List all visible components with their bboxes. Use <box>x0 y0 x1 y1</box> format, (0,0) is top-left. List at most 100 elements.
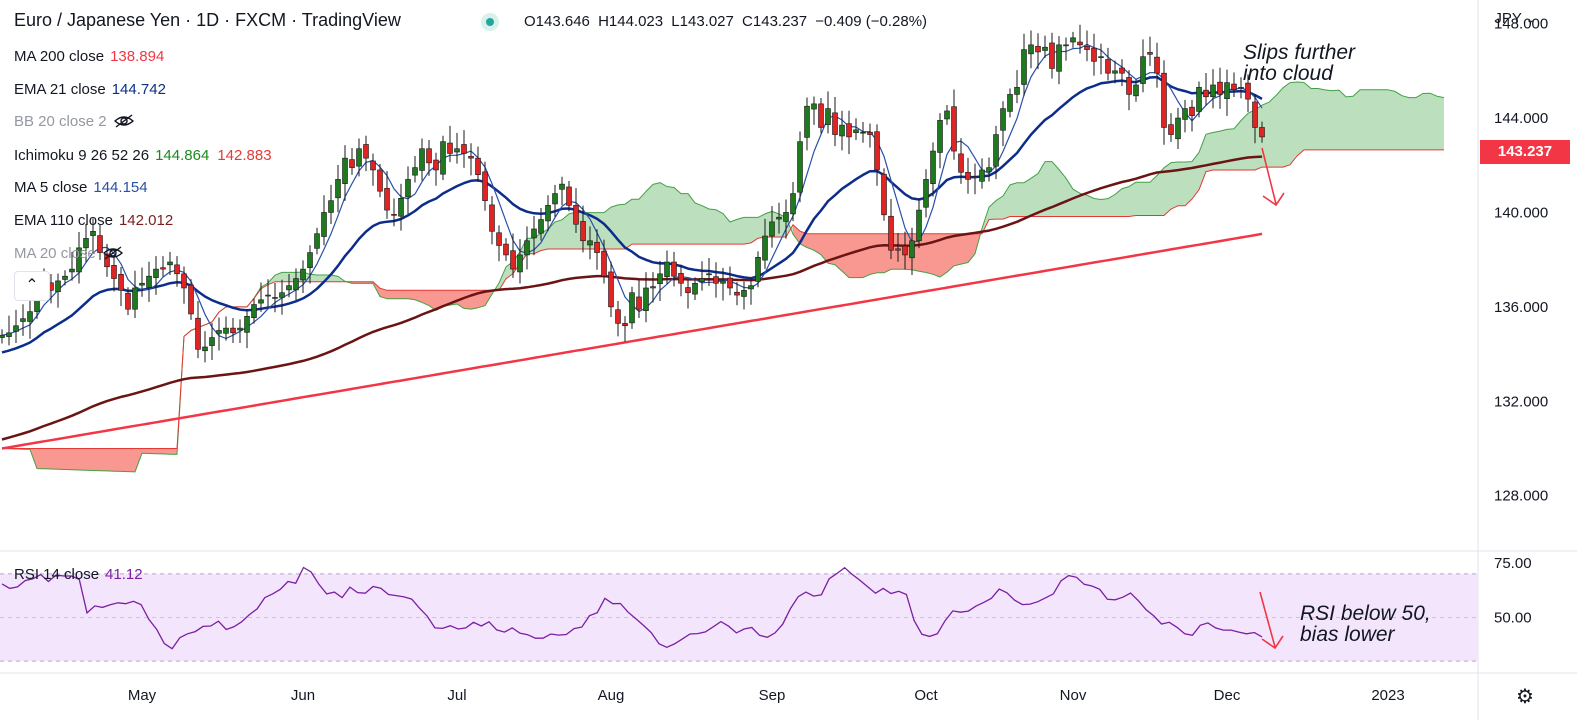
candle-body <box>566 186 572 206</box>
annotation-rsi: RSI below 50, bias lower <box>1300 603 1431 645</box>
currency-selector[interactable]: JPY ⌄ <box>1494 10 1535 27</box>
annotation-top-line2: into cloud <box>1243 62 1333 85</box>
candle-body <box>1175 117 1181 140</box>
candle <box>1196 81 1202 118</box>
cloud-segment <box>1381 89 1388 150</box>
cloud-segment <box>856 233 863 278</box>
candle-body <box>853 129 859 133</box>
candle <box>580 205 586 253</box>
cloud-segment <box>93 448 100 471</box>
axes: 148.000 144.000 140.000 136.000 132.000 128.0… <box>128 16 1548 704</box>
candle-body <box>6 332 12 337</box>
candle <box>146 261 152 302</box>
candle <box>559 176 565 206</box>
candle <box>545 195 551 232</box>
candle-body <box>1231 83 1237 90</box>
cloud-segment <box>1178 162 1185 206</box>
candle-body <box>881 173 887 216</box>
cloud-segment <box>1423 93 1430 150</box>
cloud-segment <box>653 182 660 245</box>
time-tick-label: Jun <box>291 687 315 704</box>
candle <box>489 196 495 245</box>
candle <box>300 260 306 293</box>
cloud-segment <box>793 224 800 244</box>
candle <box>1049 32 1055 79</box>
rsi-line <box>1 566 1263 650</box>
cloud-segment <box>646 184 653 245</box>
cloud-segment <box>170 448 177 455</box>
cloud-segment <box>1304 82 1311 150</box>
cloud-segment <box>1045 161 1052 217</box>
candle-body <box>1091 47 1097 62</box>
change-value: −0.409 (−0.28%) <box>815 13 928 30</box>
candle <box>216 317 222 351</box>
candle <box>706 258 712 286</box>
price-tick-label: 144.000 <box>1494 110 1548 127</box>
candle <box>384 171 390 219</box>
candle <box>727 266 733 296</box>
candle <box>13 309 19 343</box>
candle <box>965 157 971 194</box>
legend-row[interactable]: EMA 21 close 144.742 <box>14 80 174 100</box>
candle-body <box>1154 56 1160 74</box>
candle <box>440 135 446 181</box>
candle-body <box>167 261 173 266</box>
cloud-segment <box>86 448 93 471</box>
candle <box>160 256 166 277</box>
candle <box>629 286 635 329</box>
legend-row[interactable]: MA 5 close 144.154 <box>14 178 156 198</box>
legend-row[interactable]: EMA 110 close 142.012 <box>14 211 181 231</box>
hidden-eye-icon[interactable] <box>113 113 135 130</box>
candle <box>293 268 299 301</box>
collapse-legend-button[interactable]: ⌃ <box>14 271 50 301</box>
candle-body <box>643 287 649 311</box>
settings-gear-icon[interactable]: ⚙ <box>1516 686 1534 708</box>
candle-body <box>1077 41 1083 46</box>
candle <box>860 122 866 143</box>
candle-body <box>503 243 509 256</box>
candle <box>643 272 649 323</box>
rsi-legend-row[interactable]: RSI 14 close 41.12 <box>14 565 143 585</box>
candle <box>986 157 992 182</box>
cloud-segment <box>898 233 905 270</box>
candle <box>916 198 922 249</box>
candle-body <box>97 235 103 253</box>
candle <box>874 124 880 186</box>
cloud-segment <box>58 448 65 470</box>
candle-body <box>286 285 292 291</box>
candle-body <box>216 330 222 334</box>
cloud-segment <box>1080 193 1087 217</box>
candle <box>909 227 915 275</box>
candle <box>230 317 236 343</box>
cloud-segment <box>282 272 289 282</box>
legend-row[interactable]: Ichimoku 9 26 52 26 144.864 142.883 <box>14 146 272 166</box>
cloud-segment <box>688 193 695 245</box>
cloud-segment <box>65 448 72 470</box>
cloud-segment <box>1150 175 1157 216</box>
ma200-line <box>1 232 1263 450</box>
legend-row[interactable]: MA 200 close 138.894 <box>14 47 172 67</box>
cloud-segment <box>1346 96 1353 150</box>
cloud-segment <box>989 200 996 220</box>
cloud-segment <box>79 448 86 471</box>
time-tick-label: Aug <box>598 687 625 704</box>
candle <box>713 262 719 298</box>
rsi-tick-label: 75.00 <box>1494 555 1532 572</box>
candle <box>1119 59 1125 87</box>
hidden-eye-icon[interactable] <box>102 245 124 262</box>
candle <box>517 239 523 284</box>
cloud-segment <box>954 233 961 266</box>
cloud-segment <box>1164 162 1171 216</box>
candle-body <box>1056 44 1062 72</box>
candle-body <box>1140 56 1146 84</box>
cloud-segment <box>807 233 814 251</box>
legend-row[interactable]: MA 20 close <box>14 244 124 264</box>
candle-body <box>552 193 558 205</box>
candle-body <box>174 264 180 275</box>
candle-body <box>1035 45 1041 53</box>
legend-row[interactable]: BB 20 close 2 <box>14 112 135 132</box>
candle <box>1112 60 1118 84</box>
ichimoku-span-b-line <box>2 149 1444 449</box>
cloud-segment <box>863 233 870 278</box>
